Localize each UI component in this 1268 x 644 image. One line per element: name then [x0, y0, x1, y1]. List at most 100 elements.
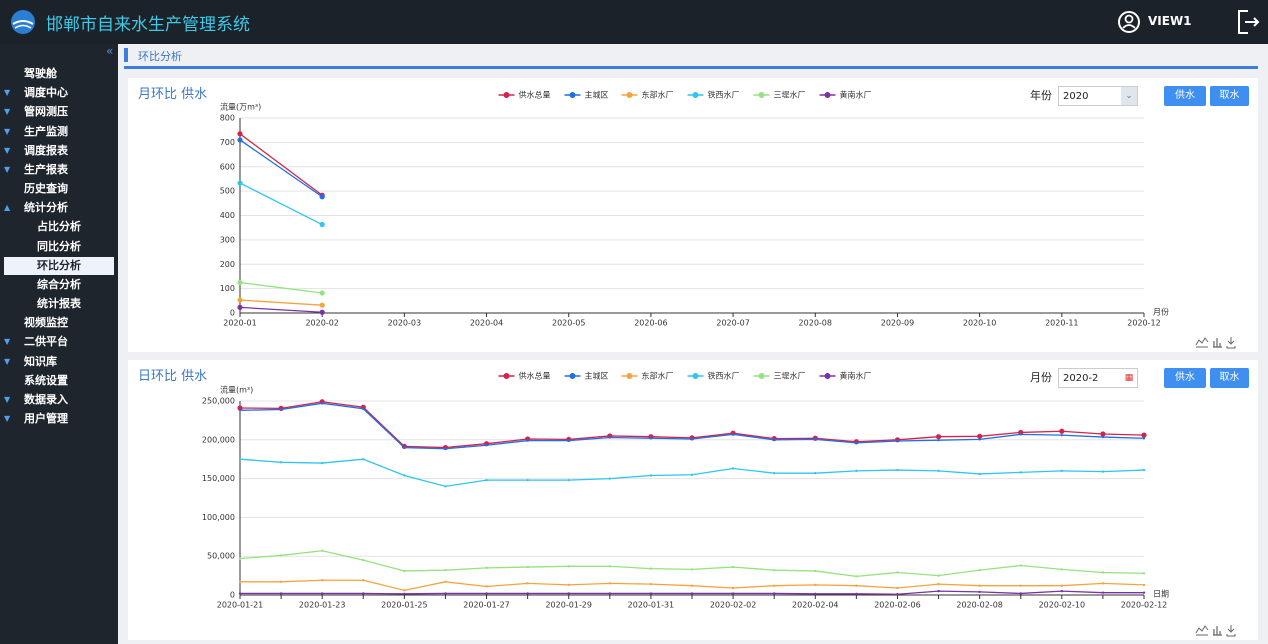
- data-point: [649, 437, 653, 440]
- data-point: [362, 579, 365, 582]
- y-tick-label: 0: [230, 309, 235, 318]
- menu-item[interactable]: 调度中心: [24, 86, 68, 100]
- data-point: [978, 584, 981, 587]
- data-point: [444, 485, 447, 488]
- data-point: [978, 590, 981, 594]
- data-point: [814, 471, 817, 475]
- action-button[interactable]: 供水: [1164, 368, 1206, 388]
- data-point: [362, 458, 365, 461]
- data-point: [1142, 591, 1146, 594]
- data-point: [1060, 469, 1064, 473]
- submenu-item[interactable]: 同比分析: [37, 239, 81, 253]
- collapse-icon[interactable]: «: [106, 44, 114, 58]
- data-point: [320, 461, 324, 465]
- chart: 0 50,000 100,000 150,000 200,000 250,000 流量(m³…: [202, 371, 1236, 637]
- x-tick-label: 2020-08: [799, 319, 832, 328]
- legend-label: 铁西水厂: [708, 90, 740, 100]
- x-tick-label: 2020-12: [1127, 319, 1160, 328]
- x-tick-label: 2020-02-10: [1039, 601, 1086, 610]
- menu-item[interactable]: 驾驶舱: [24, 67, 57, 80]
- data-point: [772, 568, 776, 572]
- data-point: [1142, 437, 1146, 440]
- data-point: [485, 585, 488, 588]
- action-button[interactable]: 取水: [1210, 86, 1249, 106]
- legend-label: 铁西水厂: [708, 371, 740, 381]
- submenu-item[interactable]: 占比分析: [37, 220, 81, 234]
- data-point: [567, 565, 570, 568]
- data-point: [1141, 432, 1147, 438]
- x-tick-label: 2020-01-31: [628, 601, 675, 610]
- data-point: [814, 569, 817, 573]
- submenu-item[interactable]: 综合分析: [37, 277, 81, 291]
- filter-select[interactable]: 2020: [1058, 86, 1138, 106]
- data-point: [1142, 468, 1146, 472]
- menu-arrow: ▲: [4, 203, 11, 213]
- toolbox[interactable]: [1195, 625, 1236, 637]
- select-arrow[interactable]: ⌄: [1121, 87, 1137, 105]
- series-line: [239, 299, 323, 306]
- data-point: [319, 309, 325, 315]
- submenu-item[interactable]: 统计报表: [37, 297, 81, 311]
- data-point: [978, 472, 981, 476]
- menu-item[interactable]: 数据录入: [24, 392, 68, 406]
- data-point: [238, 592, 242, 595]
- data-point: [731, 586, 735, 590]
- breadcrumb: 环比分析: [138, 50, 182, 63]
- data-point: [320, 402, 324, 405]
- legend-label: 供水总量: [519, 90, 551, 100]
- user-name[interactable]: VIEW1: [1148, 14, 1192, 28]
- submenu-item[interactable]: 环比分析: [4, 256, 114, 275]
- filter-select[interactable]: 2020-2: [1058, 368, 1138, 388]
- select-arrow[interactable]: ▦: [1121, 369, 1137, 387]
- data-point: [237, 131, 243, 137]
- data-point: [403, 474, 406, 477]
- menu-item[interactable]: 管网测压: [24, 105, 68, 119]
- y-tick-label: 800: [220, 114, 235, 123]
- menu-item[interactable]: 统计分析: [24, 201, 68, 215]
- menu-item[interactable]: 调度报表: [24, 143, 68, 157]
- x-tick-label: 2020-04: [470, 319, 503, 328]
- menu-arrow: ▼: [4, 394, 11, 404]
- x-tick-label: 2020-01-29: [545, 601, 592, 610]
- legend-label: 黄南水厂: [840, 90, 872, 100]
- action-button[interactable]: 取水: [1210, 368, 1249, 388]
- data-point: [237, 304, 243, 310]
- data-point: [444, 592, 447, 595]
- menu-item[interactable]: 用户管理: [24, 412, 68, 426]
- x-tick-label: 2020-02-04: [792, 601, 839, 610]
- legend-swatch: [692, 373, 699, 379]
- toolbox[interactable]: [1195, 337, 1236, 349]
- menu-item[interactable]: 历史查询: [24, 182, 68, 196]
- data-point: [814, 438, 817, 441]
- menu-item[interactable]: 二供平台: [24, 335, 68, 349]
- menu-item[interactable]: 视频监控: [24, 316, 68, 330]
- data-point: [896, 586, 899, 590]
- data-point: [772, 471, 776, 475]
- data-point: [319, 290, 325, 296]
- data-point: [1019, 471, 1022, 474]
- data-point: [1019, 592, 1022, 595]
- menu-item[interactable]: 生产监测: [24, 124, 68, 138]
- data-point: [978, 438, 981, 441]
- x-axis-label: 日期: [1153, 590, 1169, 599]
- user-icon[interactable]: [1117, 10, 1141, 34]
- y-tick-label: 700: [220, 138, 235, 147]
- menu-item[interactable]: 生产报表: [24, 162, 68, 176]
- logout-icon[interactable]: [1236, 9, 1260, 35]
- action-button[interactable]: 供水: [1164, 86, 1206, 106]
- legend-swatch: [824, 373, 831, 379]
- legend-swatch: [824, 92, 831, 98]
- data-point: [362, 407, 365, 410]
- sidebar: « 驾驶舱 ▼ 调度中心 ▼ 管网测压 ▼ 生产监测 ▼ 调度报表 ▼ 生产报表 历史查询 ▲ 统计分析占…: [0, 44, 118, 644]
- data-point: [1142, 583, 1146, 587]
- data-point: [279, 554, 283, 557]
- menu-item[interactable]: 系统设置: [24, 373, 68, 387]
- data-point: [237, 279, 243, 286]
- menu-item[interactable]: 知识库: [24, 354, 57, 368]
- y-axis-label: 流量(万m³): [220, 102, 261, 112]
- logo: [11, 10, 35, 34]
- data-point: [1060, 433, 1064, 437]
- data-point: [855, 441, 858, 445]
- app-title: 邯郸市自来水生产管理系统: [46, 15, 250, 35]
- legend-swatch: [758, 92, 765, 98]
